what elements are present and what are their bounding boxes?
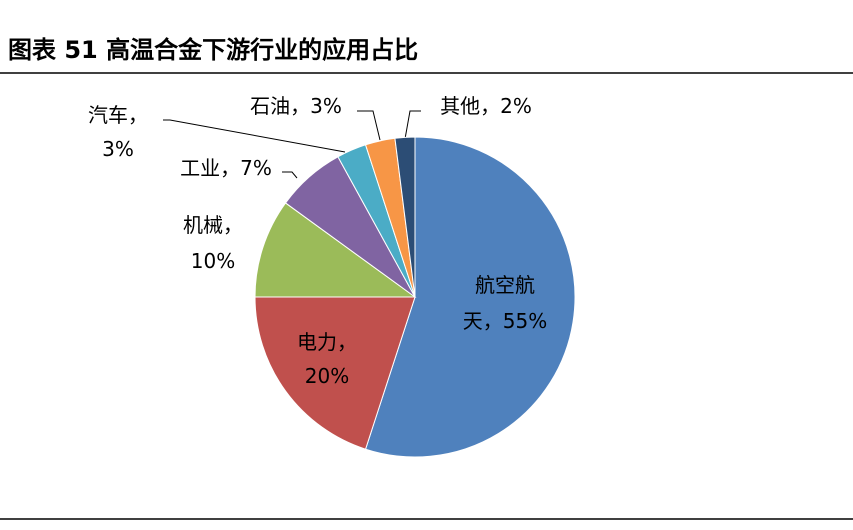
pie-slice bbox=[364, 136, 576, 458]
data-label: 工业，7% bbox=[180, 156, 272, 180]
data-label-line: 电力， bbox=[297, 330, 357, 354]
leader-lines bbox=[163, 110, 421, 179]
chart-title: 图表 51 高温合金下游行业的应用占比 bbox=[8, 36, 418, 64]
pie-slice bbox=[254, 202, 417, 298]
leader-line bbox=[357, 110, 381, 141]
data-label-line: 20% bbox=[305, 364, 349, 388]
data-label: 电力， 20% bbox=[297, 330, 357, 388]
data-label: 航空航天，55% bbox=[463, 273, 547, 333]
data-label-line: 10% bbox=[191, 249, 235, 273]
data-label: 石油，3% bbox=[250, 94, 342, 118]
data-label: 机械， 10% bbox=[183, 213, 243, 273]
data-label-line: 航空航 bbox=[475, 273, 535, 297]
data-label-line: 天，55% bbox=[463, 309, 547, 333]
data-label: 其他，2% bbox=[440, 94, 532, 118]
data-label: 汽车， 3% bbox=[88, 103, 148, 161]
leader-line bbox=[282, 171, 298, 179]
leader-line bbox=[163, 119, 346, 153]
data-label-line: 汽车， bbox=[88, 103, 148, 127]
pie-slice bbox=[394, 136, 416, 298]
data-label-line: 3% bbox=[102, 137, 134, 161]
pie-slice bbox=[254, 296, 416, 450]
leader-line bbox=[404, 110, 421, 140]
data-label-line: 机械， bbox=[183, 213, 243, 237]
